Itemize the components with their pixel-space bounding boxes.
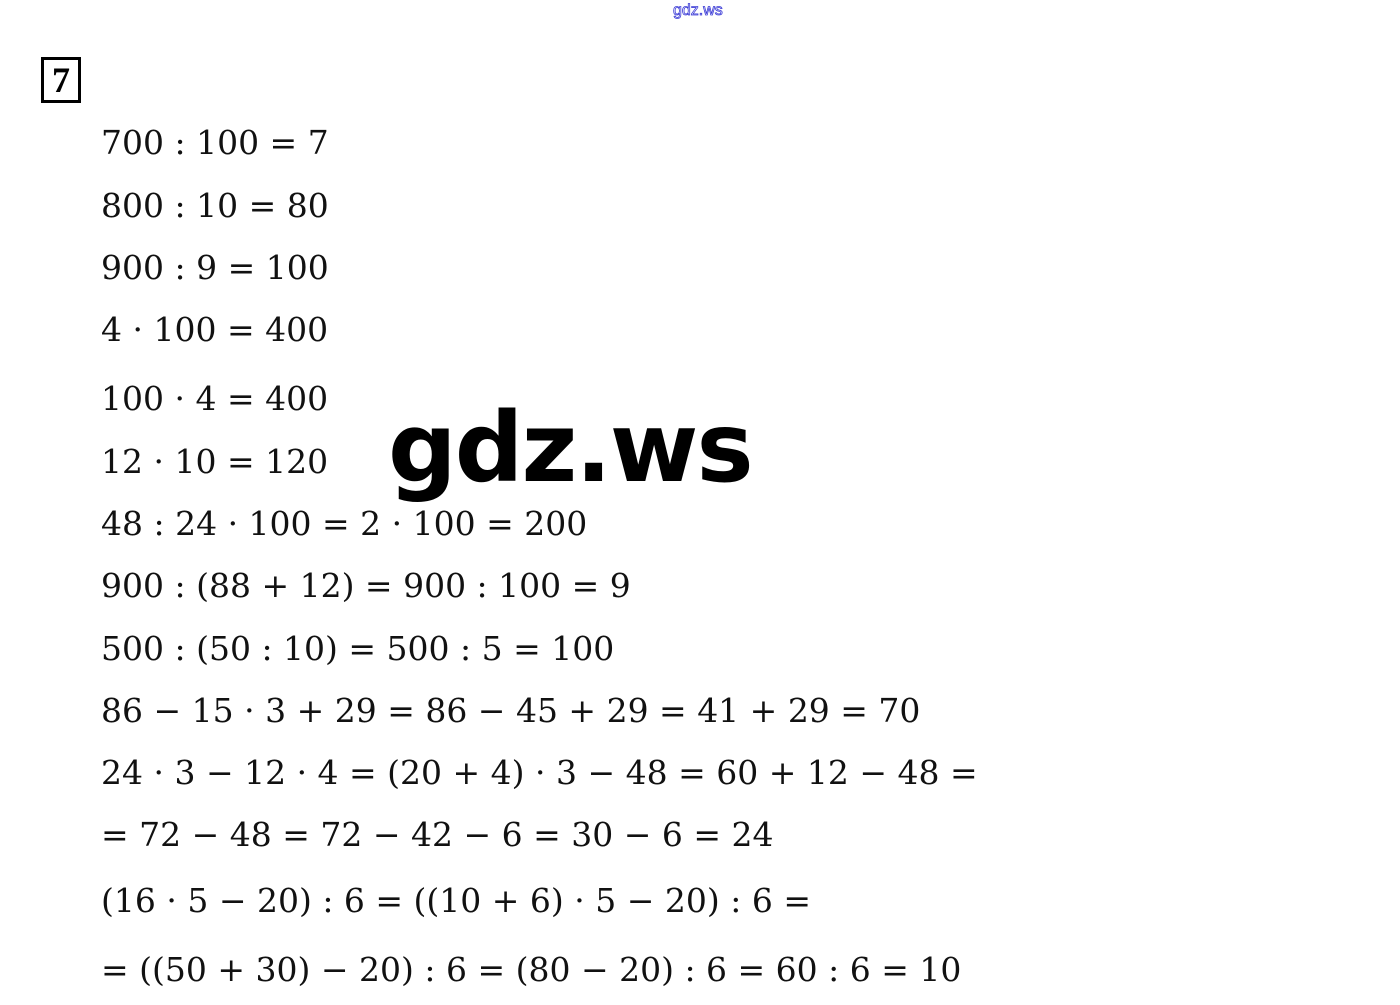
equation-line: = 72 − 48 = 72 − 42 − 6 = 30 − 6 = 24 xyxy=(101,815,774,854)
watermark-large: gdz.ws xyxy=(388,392,754,504)
task-number: 7 xyxy=(41,57,81,103)
equation-line: 4 · 100 = 400 xyxy=(101,310,329,349)
equation-line: (16 · 5 − 20) : 6 = ((10 + 6) · 5 − 20) … xyxy=(101,881,811,920)
equation-line: 100 · 4 = 400 xyxy=(101,379,329,418)
equation-line: 86 − 15 · 3 + 29 = 86 − 45 + 29 = 41 + 2… xyxy=(101,691,921,730)
equation-line: = ((50 + 30) − 20) : 6 = (80 − 20) : 6 =… xyxy=(101,950,962,989)
equation-line: 800 : 10 = 80 xyxy=(101,186,329,225)
equation-line: 48 : 24 · 100 = 2 · 100 = 200 xyxy=(101,504,588,543)
equation-line: 700 : 100 = 7 xyxy=(101,123,329,162)
equation-line: 500 : (50 : 10) = 500 : 5 = 100 xyxy=(101,629,615,668)
equation-line: 12 · 10 = 120 xyxy=(101,442,329,481)
equation-line: 900 : 9 = 100 xyxy=(101,248,329,287)
equation-line: 24 · 3 − 12 · 4 = (20 + 4) · 3 − 48 = 60… xyxy=(101,753,978,792)
equation-line: 900 : (88 + 12) = 900 : 100 = 9 xyxy=(101,566,631,605)
watermark-small: gdz.ws xyxy=(673,2,724,20)
